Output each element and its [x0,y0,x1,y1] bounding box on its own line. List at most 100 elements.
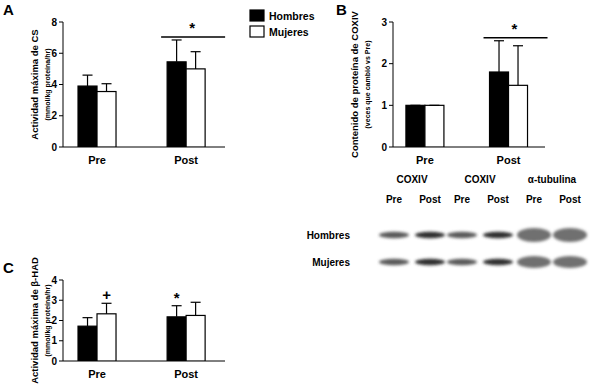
error-bar [83,75,93,86]
panel: CActividad máxima de β-HAD(mmol/kg prote… [3,257,225,384]
panel-letter: B [336,1,347,18]
bar [509,85,528,147]
annotation: * [512,20,518,37]
y-tick [389,22,393,23]
y-tick [59,115,63,116]
error-cap [102,83,112,84]
figure: AActividad máxima de CS(mmol/kg proteína… [0,0,600,389]
blot-column-label: COXIV [464,174,495,185]
y-tick-label: 4 [51,79,57,90]
y-tick-label: 0 [51,142,57,153]
blot-bands [379,228,587,268]
error-line [106,303,107,314]
legend-label: Mujeres [269,26,309,38]
bar [186,69,205,147]
panel: BContenido de proteína de COXIV(veces qu… [336,1,548,166]
y-tick-label: 6 [51,48,57,59]
error-line [106,84,107,92]
y-tick [59,340,63,341]
error-cap [172,39,182,40]
x-tick-label: Pre [88,154,106,166]
annotation: * [174,289,180,306]
y-tick [59,22,63,23]
blot-column-label: COXIV [396,174,427,185]
annotation-line [484,37,548,39]
legend-swatch [250,10,264,21]
error-bar [191,302,201,315]
blot-band [553,256,587,268]
error-cap [83,317,93,318]
blot-band [379,259,409,265]
annotation: * [189,19,195,36]
y-tick-label: 2 [381,58,387,69]
bar [78,86,97,147]
blot-lane-label: Post [419,194,441,205]
y-axis-label: Actividad máxima de β-HAD [29,257,40,384]
blot-lane-label: Pre [454,194,471,205]
x-tick-label: Pre [88,368,106,380]
y-tick-label: 8 [51,17,57,28]
error-bar [172,306,182,317]
bar [186,315,205,361]
error-bar [83,318,93,327]
y-tick [389,63,393,64]
blot-band [415,259,445,265]
error-line [176,306,177,317]
bar [167,62,186,147]
blot: COXIVPrePostCOXIVPrePostα-tubulinaPrePos… [307,174,587,268]
error-bar [429,105,439,106]
error-cap [513,45,523,46]
error-line [195,52,196,69]
y-tick-label: 0 [381,142,387,153]
error-line [498,41,499,72]
error-line [195,302,196,315]
bar [406,105,425,147]
panel: AActividad máxima de CS(mmol/kg proteína… [3,1,315,166]
blot-band [447,232,477,238]
y-tick [389,105,393,106]
bar [97,314,116,361]
blot-row-label: Hombres [307,230,351,241]
bar [97,92,116,147]
y-tick-label: 3 [381,17,387,28]
annotation-line [161,36,225,38]
y-tick-label: 0 [51,356,57,367]
y-tick [59,320,63,321]
error-bar [494,41,504,72]
blot-band [415,232,445,238]
marks [78,302,205,361]
error-cap [410,105,420,106]
error-cap [429,105,439,106]
blot-column-label: α-tubulina [528,174,577,185]
y-axis-label: Actividad máxima de CS [29,29,40,139]
legend-label: Hombres [269,10,315,22]
bar [425,105,444,147]
error-cap [494,40,504,41]
blot-lane-label: Post [559,194,581,205]
blot-row-label: Mujeres [312,257,350,268]
error-bar [172,40,182,62]
blot-band [553,228,587,242]
legend: Hombres Mujeres [250,10,315,38]
x-tick-label: Post [497,154,521,166]
y-tick-label: 1 [381,100,387,111]
marks [406,41,528,147]
error-bar [102,84,112,92]
error-cap [191,51,201,52]
y-tick-label: 3 [51,295,57,306]
error-line [517,46,518,86]
blot-lane-label: Pre [386,194,403,205]
blot-lane-label: Pre [526,194,543,205]
x-tick-label: Post [174,368,198,380]
error-bar [410,105,420,106]
y-tick [59,280,63,281]
blot-band [517,256,551,268]
y-tick [59,147,63,148]
x-tick-label: Pre [416,154,434,166]
panel-letter: C [3,259,14,276]
y-tick-label: 2 [51,110,57,121]
blot-band [483,259,513,265]
x-tick-label: Post [174,154,198,166]
blot-band [483,232,513,238]
annotation: + [102,286,111,303]
